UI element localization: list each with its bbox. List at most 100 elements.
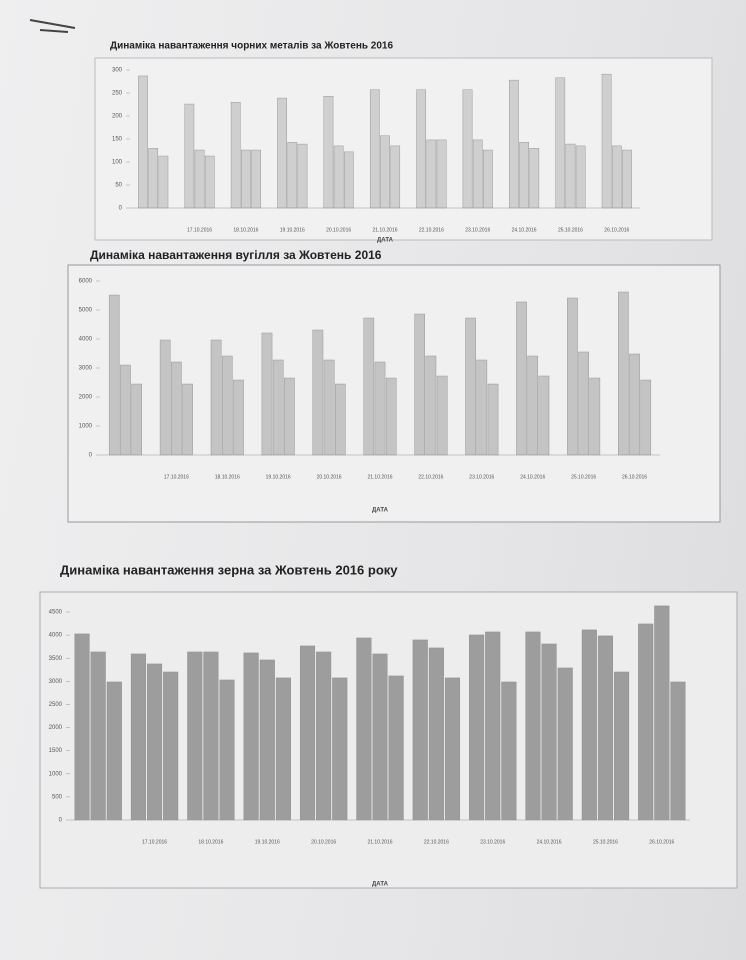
- y-tick-label: 150: [112, 137, 123, 143]
- bar: [557, 667, 573, 821]
- x-tick-label: 20.10.2016: [317, 474, 342, 480]
- x-tick-label: 18.10.2016: [233, 227, 258, 233]
- chart-title: Динаміка навантаження вугілля за Жовтень…: [90, 248, 382, 262]
- chart-title: Динаміка навантаження чорних металів за …: [110, 41, 393, 52]
- x-tick-label: 17.10.2016: [142, 839, 167, 845]
- bar: [182, 383, 193, 456]
- bar: [323, 359, 335, 456]
- bar: [356, 637, 372, 821]
- bar: [640, 379, 652, 456]
- bar: [203, 651, 219, 821]
- bar: [287, 142, 298, 209]
- bar: [148, 147, 159, 209]
- y-tick-label: 500: [52, 794, 63, 800]
- y-tick-label: 6000: [79, 279, 93, 285]
- y-tick-label: 0: [89, 453, 93, 459]
- bar: [465, 317, 476, 456]
- y-tick-label: 1000: [49, 771, 63, 777]
- bar: [138, 75, 148, 209]
- bar: [187, 651, 203, 821]
- bar: [575, 145, 586, 209]
- bar: [581, 629, 597, 821]
- bar: [131, 383, 142, 456]
- bar: [90, 651, 106, 821]
- bar: [219, 679, 235, 821]
- bar: [578, 351, 589, 456]
- bar: [230, 101, 241, 209]
- y-tick-label: 3500: [49, 656, 63, 662]
- x-tick-label: 23.10.2016: [480, 839, 505, 845]
- bar: [483, 149, 493, 209]
- bar: [426, 139, 437, 209]
- bar: [233, 379, 244, 456]
- bar: [108, 294, 120, 456]
- x-tick-label: 18.10.2016: [198, 839, 223, 845]
- bar: [501, 681, 517, 821]
- bar: [312, 329, 324, 456]
- bar: [194, 149, 205, 209]
- y-tick-label: 1500: [49, 748, 63, 754]
- x-tick-label: 25.10.2016: [558, 227, 583, 233]
- bar: [416, 89, 427, 209]
- bar: [670, 681, 686, 821]
- y-tick-label: 5000: [79, 308, 93, 314]
- bar: [106, 681, 122, 821]
- bar: [611, 145, 622, 209]
- bar: [412, 639, 428, 821]
- x-axis-label: ДАТА: [372, 508, 389, 514]
- x-tick-label: 17.10.2016: [187, 227, 212, 233]
- bar: [414, 313, 426, 456]
- bar: [385, 377, 397, 456]
- bar: [629, 353, 640, 456]
- x-tick-label: 25.10.2016: [571, 474, 596, 480]
- bar: [487, 383, 499, 456]
- bar: [159, 339, 171, 456]
- y-tick-label: 2000: [79, 395, 93, 401]
- bar: [525, 631, 541, 821]
- y-tick-label: 3000: [49, 679, 63, 685]
- bar: [614, 671, 630, 821]
- bar: [333, 145, 344, 209]
- bar: [374, 361, 386, 456]
- bar: [120, 364, 131, 456]
- bar: [618, 291, 629, 456]
- bar: [344, 151, 354, 209]
- bar: [436, 375, 448, 456]
- bar: [277, 97, 287, 209]
- bar: [147, 663, 163, 821]
- bar: [428, 647, 444, 821]
- bar: [527, 355, 539, 456]
- x-tick-label: 23.10.2016: [469, 474, 494, 480]
- y-tick-label: 2000: [49, 725, 63, 731]
- x-tick-label: 21.10.2016: [367, 474, 392, 480]
- x-tick-label: 22.10.2016: [419, 227, 444, 233]
- bar: [369, 89, 380, 209]
- bar: [462, 89, 473, 209]
- bar: [469, 634, 485, 821]
- bar: [567, 297, 578, 456]
- bar: [171, 361, 182, 456]
- bar: [436, 139, 447, 209]
- x-tick-label: 22.10.2016: [418, 474, 443, 480]
- bar: [519, 142, 529, 209]
- bar: [541, 643, 557, 821]
- y-tick-label: 4000: [49, 633, 63, 639]
- bar: [184, 103, 195, 209]
- bar: [425, 355, 437, 456]
- bar: [261, 332, 273, 456]
- bar: [363, 317, 375, 456]
- x-axis-label: ДАТА: [377, 238, 394, 244]
- bar: [221, 355, 233, 456]
- y-tick-label: 4000: [79, 337, 93, 343]
- bar: [589, 377, 601, 456]
- bar: [163, 671, 179, 821]
- bar: [529, 147, 540, 209]
- x-tick-label: 25.10.2016: [593, 839, 618, 845]
- x-tick-label: 20.10.2016: [311, 839, 336, 845]
- x-tick-label: 26.10.2016: [604, 227, 629, 233]
- x-tick-label: 18.10.2016: [215, 474, 240, 480]
- bar: [472, 139, 483, 209]
- bar: [241, 149, 251, 209]
- bar: [555, 77, 566, 209]
